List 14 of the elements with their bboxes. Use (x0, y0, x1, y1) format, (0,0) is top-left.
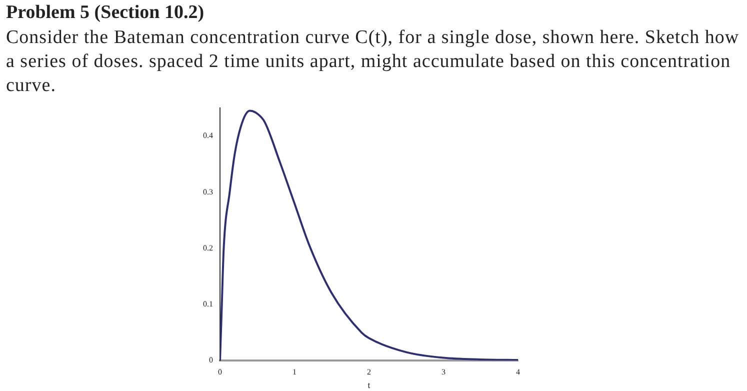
x-tick-label: 3 (442, 367, 446, 376)
y-tick-label: 0.4 (203, 131, 213, 140)
chart-subtitle: Consider the Bateman concentration curve C(t), for a single dose, shown here. Sketch how a series of doses. spaced 2 time units apart, might accumulate based on this concentration curve. (6, 26, 740, 98)
line-series (220, 110, 518, 361)
x-tick-label: 2 (367, 367, 371, 376)
y-tick-label: 0.1 (203, 300, 213, 309)
y-tick-label: 0.3 (203, 187, 213, 196)
x-tick-label: 0 (218, 367, 222, 376)
chart-title: Problem 5 (Section 10.2) (6, 2, 204, 24)
y-tick-label: 0.2 (203, 243, 213, 252)
y-tick-label: 0 (209, 356, 213, 365)
x-axis-title: t (368, 380, 371, 390)
x-tick-label: 4 (516, 367, 520, 376)
x-tick-label: 1 (292, 367, 296, 376)
